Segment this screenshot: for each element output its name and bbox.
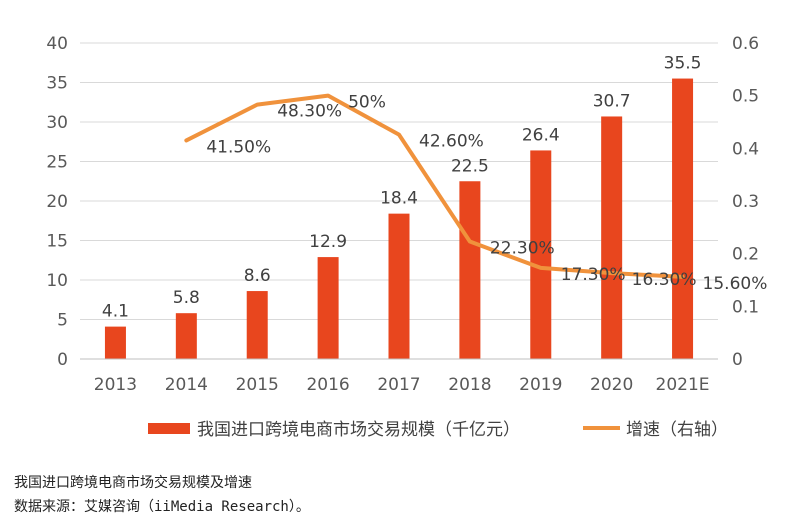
y-left-tick-label: 40	[46, 34, 68, 54]
y-right-tick-label: 0.5	[732, 87, 759, 107]
bar-value-label: 4.1	[102, 302, 129, 322]
x-tick-label: 2015	[236, 375, 279, 395]
x-tick-label: 2018	[448, 375, 491, 395]
growth-line	[184, 93, 685, 279]
y-left-tick-label: 30	[46, 113, 68, 133]
y-right-tick-label: 0.6	[732, 34, 759, 54]
bar	[104, 326, 126, 359]
bar-value-label: 22.5	[451, 156, 489, 176]
bar	[459, 181, 481, 359]
x-tick-label: 2020	[590, 375, 633, 395]
x-tick-label: 2017	[377, 375, 420, 395]
y-right-tick-label: 0.1	[732, 297, 759, 317]
line-value-label: 17.30%	[561, 265, 626, 285]
y-left-tick-label: 10	[46, 271, 68, 291]
bar	[672, 78, 694, 360]
bar-value-label: 12.9	[309, 232, 347, 252]
bar	[388, 213, 410, 359]
line-value-label: 16.30%	[632, 270, 697, 290]
line-value-label: 48.30%	[277, 102, 342, 122]
data-labels: 4.1 5.8 8.6 12.9 18.4 22.5 26.4 30.7 35.5 41.50% 4…	[102, 54, 767, 322]
bar	[317, 257, 339, 359]
x-tick-label: 2019	[519, 375, 562, 395]
x-tick-label: 2021E	[656, 375, 710, 395]
y-right-tick-label: 0.3	[732, 192, 759, 212]
legend: 我国进口跨境电商市场交易规模（千亿元） 增速（右轴）	[148, 420, 728, 440]
y-right-tick-label: 0	[732, 350, 743, 370]
figure-caption: 我国进口跨境电商市场交易规模及增速	[14, 475, 252, 491]
legend-swatch-bar	[148, 423, 190, 434]
y-left-tick-label: 15	[46, 232, 68, 252]
y-right-tick-label: 0.2	[732, 245, 759, 265]
bar-value-label: 35.5	[664, 54, 702, 74]
data-source: 数据来源：艾媒咨询（iiMedia Research）。	[14, 499, 310, 515]
y-left-tick-label: 0	[57, 350, 68, 370]
bar	[246, 291, 268, 359]
chart: 4.1 5.8 8.6 12.9 18.4 22.5 26.4 30.7 35.5 41.50% 4…	[46, 34, 767, 440]
axes: 0 5 10 15 20 25 30 35 40 0 0.1 0.2 0.3 0.4 0.5 0.6 2013 2…	[46, 34, 759, 395]
bar-value-label: 30.7	[593, 91, 631, 111]
line-value-label: 15.60%	[703, 274, 768, 294]
bar	[601, 116, 623, 359]
line-value-label: 50%	[348, 93, 386, 113]
bar-series	[104, 78, 694, 360]
x-tick-label: 2013	[94, 375, 137, 395]
bar-value-label: 18.4	[380, 189, 418, 209]
y-left-tick-label: 25	[46, 153, 68, 173]
y-left-tick-label: 5	[57, 311, 68, 331]
line-value-label: 42.60%	[419, 132, 484, 152]
x-tick-label: 2014	[165, 375, 208, 395]
line-value-label: 41.50%	[206, 137, 271, 157]
bar-value-label: 26.4	[522, 125, 560, 145]
bar-value-label: 8.6	[244, 266, 271, 286]
bar	[175, 313, 197, 359]
line-series	[184, 93, 685, 279]
y-left-tick-label: 20	[46, 192, 68, 212]
line-value-label: 22.30%	[490, 239, 555, 259]
x-tick-label: 2016	[306, 375, 349, 395]
y-right-tick-label: 0.4	[732, 139, 759, 159]
bar	[530, 150, 552, 359]
legend-label-bar: 我国进口跨境电商市场交易规模（千亿元）	[197, 420, 520, 440]
bar-value-label: 5.8	[173, 288, 200, 308]
y-left-tick-label: 35	[46, 74, 68, 94]
legend-label-line: 增速（右轴）	[626, 420, 728, 440]
